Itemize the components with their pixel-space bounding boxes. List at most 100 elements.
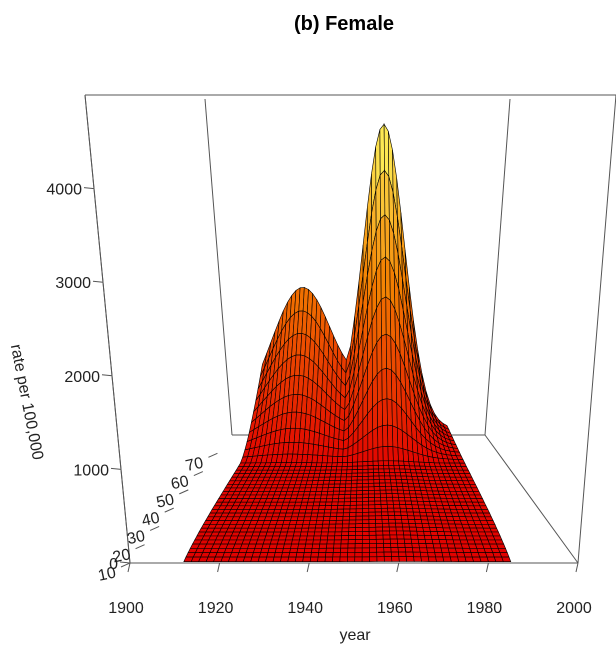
surface-facet — [407, 515, 416, 520]
surface-facet — [279, 531, 288, 537]
surface-facet — [375, 534, 384, 540]
surface-facet — [343, 497, 351, 503]
surface-facet — [337, 456, 344, 464]
surface-facet — [292, 535, 301, 541]
surface-facet — [325, 501, 333, 507]
surface-facet — [356, 483, 364, 488]
surface-facet — [343, 501, 351, 506]
surface-facet — [339, 556, 348, 563]
surface-facet — [472, 491, 482, 496]
surface-facet — [290, 516, 299, 521]
surface-facet — [313, 535, 322, 541]
surface-facet — [350, 483, 358, 488]
surface-facet — [291, 539, 300, 545]
surface-facet — [355, 508, 363, 513]
surface-facet — [476, 498, 485, 503]
surface-facet — [376, 547, 385, 553]
surface-facet — [362, 497, 369, 502]
surface-facet — [340, 543, 349, 549]
surface-facet — [442, 556, 452, 562]
surface-facet — [367, 472, 374, 477]
age-tick-label: 70 — [184, 455, 205, 475]
surface-facet — [356, 486, 363, 492]
surface-facet — [309, 556, 319, 563]
surface-facet — [412, 511, 421, 517]
surface-facet — [352, 452, 359, 463]
surface-facet — [369, 551, 378, 558]
surface-facet — [317, 480, 325, 485]
surface-facet — [335, 469, 343, 474]
surface-facet — [303, 547, 313, 553]
surface-facet — [317, 476, 325, 482]
surface-facet — [373, 489, 381, 495]
surface-facet — [314, 494, 322, 499]
surface-facet — [340, 547, 349, 553]
surface-facet — [382, 530, 391, 536]
surface-facet — [362, 504, 370, 510]
surface-facet — [352, 461, 359, 467]
surface-facet — [346, 461, 353, 467]
z-axis: 0 1000 2000 3000 4000 — [46, 94, 131, 573]
surface-facet — [272, 556, 282, 563]
surface-facet — [357, 465, 364, 470]
surface-facet — [369, 547, 378, 553]
surface-facet — [336, 512, 344, 517]
surface-facet — [340, 473, 348, 478]
surface-facet — [374, 507, 382, 513]
surface-facet — [375, 538, 384, 544]
surface-facet — [435, 556, 445, 562]
surface-facet — [368, 534, 377, 540]
surface-facet — [284, 539, 293, 545]
surface-facet — [368, 497, 376, 502]
surface-facet — [312, 539, 321, 545]
surface-facet — [404, 542, 413, 549]
surface-facet — [327, 531, 336, 537]
surface-facet — [281, 552, 291, 558]
surface-facet — [354, 547, 363, 553]
surface-facet — [362, 490, 369, 495]
surface-facet — [501, 556, 512, 563]
surface-facet — [314, 527, 323, 533]
surface-facet — [305, 539, 314, 545]
surface-facet — [362, 493, 369, 499]
surface-facet — [398, 496, 406, 502]
surface-facet — [377, 425, 384, 448]
surface-facet — [394, 518, 403, 524]
surface-facet — [398, 556, 408, 562]
surface-facet — [344, 487, 352, 492]
surface-facet — [348, 527, 356, 533]
surface-facet — [354, 551, 363, 558]
surface-facet — [405, 504, 413, 509]
surface-facet — [313, 498, 321, 503]
surface-facet — [387, 424, 394, 448]
surface-facet — [380, 500, 388, 505]
surface-facet — [347, 543, 356, 549]
surface-facet — [331, 501, 339, 506]
surface-facet — [345, 479, 352, 485]
surface-facet — [324, 473, 331, 478]
surface-facet — [307, 498, 315, 503]
surface-facet — [362, 508, 370, 513]
surface-facet — [385, 493, 393, 498]
surface-facet — [375, 526, 384, 532]
surface-facet — [382, 460, 390, 466]
surface-facet — [368, 523, 377, 528]
surface-facet — [388, 518, 396, 524]
surface-facet — [393, 511, 402, 516]
surface-facet — [318, 501, 327, 507]
surface-facet — [341, 462, 348, 467]
surface-facet — [327, 487, 335, 492]
surface-facet — [325, 466, 333, 471]
surface-facet — [287, 527, 296, 533]
surface-facet — [386, 500, 394, 505]
surface-facet — [315, 523, 323, 529]
surface-facet — [383, 547, 392, 553]
surface-facet — [342, 512, 351, 517]
surface-facet — [278, 535, 287, 541]
surface-facet — [361, 527, 370, 532]
surface-facet — [265, 556, 275, 563]
surface-facet — [362, 500, 370, 506]
surface-facet — [330, 508, 338, 514]
surface-facet — [327, 535, 336, 541]
surface-facet — [326, 455, 334, 464]
